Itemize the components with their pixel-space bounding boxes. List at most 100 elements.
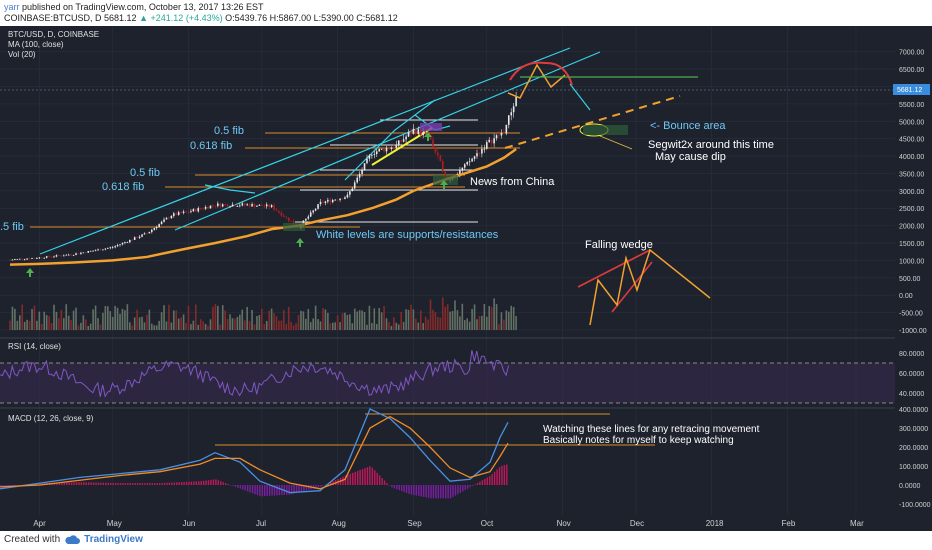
- volume-bar: [375, 323, 378, 330]
- macd-histogram-bar: [413, 485, 415, 496]
- macd-histogram-bar: [14, 485, 17, 486]
- candle-body: [256, 205, 258, 207]
- rsi-tick-label: 60.0000: [899, 371, 924, 378]
- main-pane-title: BTC/USD, D, COINBASE: [8, 30, 99, 39]
- macd-histogram-bar: [308, 485, 310, 490]
- macd-histogram-bar: [75, 482, 78, 485]
- projected-ma-dashed-line: [504, 95, 681, 149]
- candle-body: [280, 212, 283, 216]
- up-arrow-icon: ▲: [139, 13, 149, 23]
- candle-body: [461, 167, 464, 171]
- price-tick-label: 6500.00: [899, 67, 924, 74]
- macd-line: [0, 408, 509, 494]
- macd-histogram-bar: [305, 485, 308, 491]
- candle-body: [148, 231, 151, 234]
- candle-body: [395, 144, 398, 148]
- volume-bar: [295, 323, 297, 330]
- macd-histogram-bar: [78, 482, 80, 485]
- macd-histogram-bar: [268, 485, 271, 496]
- volume-bar: [141, 316, 143, 330]
- candle-body: [21, 258, 24, 260]
- macd-histogram-bar: [452, 485, 454, 497]
- candle-body: [270, 205, 273, 208]
- candle-body: [138, 236, 141, 238]
- volume-bar: [121, 308, 124, 330]
- candle-body: [481, 148, 483, 154]
- candle-body: [498, 135, 500, 137]
- candle-body: [248, 204, 251, 207]
- rsi-band: [0, 363, 895, 403]
- candle-body: [305, 218, 307, 221]
- candle-body: [285, 216, 288, 218]
- volume-bar: [109, 311, 112, 330]
- tradingview-brand[interactable]: TradingView: [84, 534, 143, 545]
- volume-bar: [412, 309, 415, 330]
- price-axis[interactable]: [895, 26, 932, 524]
- volume-bar: [336, 315, 339, 330]
- volume-bar: [351, 323, 354, 330]
- up-arrow-icon: [440, 180, 448, 189]
- volume-bar: [111, 316, 114, 330]
- volume-bar: [334, 322, 336, 330]
- macd-histogram-bar: [88, 482, 90, 485]
- volume-bar: [283, 310, 285, 330]
- macd-histogram-bar: [264, 485, 266, 497]
- macd-histogram-bar: [442, 485, 444, 499]
- rsi-axis-ticks: 80.0000 60.0000 40.0000: [899, 351, 924, 398]
- candle-body: [109, 247, 112, 249]
- macd-histogram-bar: [466, 485, 469, 489]
- macd-histogram-bar: [114, 482, 117, 485]
- volume-bar: [55, 311, 58, 330]
- macd-histogram-bar: [405, 485, 408, 493]
- macd-histogram-bar: [95, 482, 97, 485]
- volume-bar: [33, 305, 36, 330]
- candle-body: [380, 148, 383, 150]
- candle-body: [344, 197, 346, 200]
- candle-body: [258, 204, 261, 206]
- macd-histogram-bar: [200, 481, 202, 485]
- macd-histogram-bar: [144, 483, 146, 485]
- volume-bar: [444, 306, 447, 330]
- volume-bar: [302, 311, 305, 330]
- macd-histogram-bar: [232, 485, 234, 486]
- time-axis[interactable]: [0, 515, 932, 531]
- volume-bar: [349, 314, 351, 330]
- candle-body: [493, 138, 495, 144]
- candle-body: [217, 203, 219, 206]
- month-tick-label: Feb: [782, 519, 796, 528]
- candle-body: [62, 255, 65, 257]
- candle-body: [70, 254, 72, 256]
- candle-body: [356, 177, 358, 183]
- candle-body: [388, 148, 390, 149]
- macd-histogram-bar: [198, 481, 200, 485]
- macd-histogram-bar: [9, 485, 12, 486]
- volume-bar: [138, 317, 141, 330]
- volume-bar: [388, 322, 390, 330]
- footer: Created with TradingView: [4, 534, 143, 545]
- volume-bar: [510, 305, 513, 330]
- macd-histogram-bar: [271, 485, 273, 496]
- candle-body: [45, 256, 48, 258]
- price-tick-label: 5000.00: [899, 119, 924, 126]
- macd-histogram-bar: [156, 483, 158, 485]
- volume-bar: [410, 304, 412, 330]
- candle-body: [187, 211, 190, 213]
- volume-bar: [75, 307, 77, 330]
- volume-bar: [512, 307, 515, 330]
- volume-bar: [317, 319, 319, 330]
- trend-line: [344, 99, 436, 181]
- macd-histogram-bar: [396, 485, 398, 490]
- candle-body: [239, 205, 241, 207]
- publisher-link[interactable]: yarr: [4, 2, 20, 12]
- volume-bar: [80, 322, 82, 330]
- volume-bar: [251, 309, 253, 330]
- macd-histogram-bar: [374, 470, 376, 485]
- month-tick-label: Mar: [850, 519, 864, 528]
- volume-bar: [182, 314, 185, 330]
- candle-body: [246, 204, 248, 206]
- volume-bar: [170, 322, 173, 330]
- volume-bar: [273, 313, 275, 330]
- macd-histogram-bar: [388, 485, 391, 486]
- bounce-area-box: [583, 125, 628, 135]
